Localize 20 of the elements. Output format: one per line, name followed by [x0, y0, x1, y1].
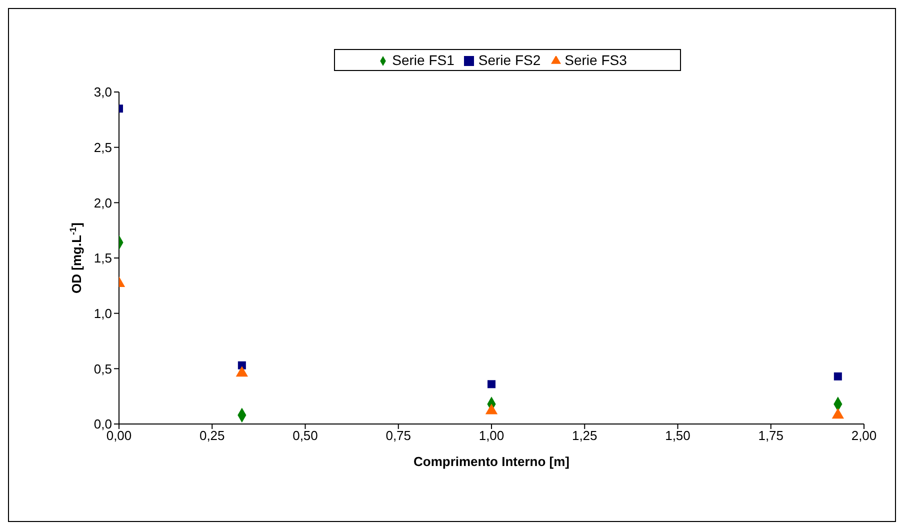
- x-tick-label: 0,75: [386, 428, 412, 444]
- y-tick-label: 2,5: [94, 140, 112, 155]
- y-tick-label: 1,0: [94, 306, 112, 321]
- x-tick-label: 1,75: [758, 428, 784, 444]
- x-axis-title: Comprimento Interno [m]: [414, 454, 570, 469]
- legend-label: Serie FS3: [564, 52, 627, 68]
- point: [834, 372, 842, 380]
- x-tick-label: 1,25: [572, 428, 598, 444]
- x-tick-label: 1,50: [665, 428, 690, 444]
- y-tick-label: 3,0: [94, 84, 112, 100]
- y-tick-label: 2,0: [94, 195, 112, 210]
- point: [488, 380, 496, 388]
- x-tick-label: 1,00: [478, 428, 504, 444]
- x-tick-label: 0,25: [199, 428, 225, 444]
- y-tick-label: 0,5: [94, 361, 112, 376]
- x-tick-label: 2,00: [851, 428, 877, 444]
- x-tick-label: 0,50: [292, 428, 318, 444]
- y-tick-label: 1,5: [94, 250, 112, 266]
- legend-label: Serie FS2: [478, 52, 541, 68]
- legend-label: Serie FS1: [392, 52, 454, 68]
